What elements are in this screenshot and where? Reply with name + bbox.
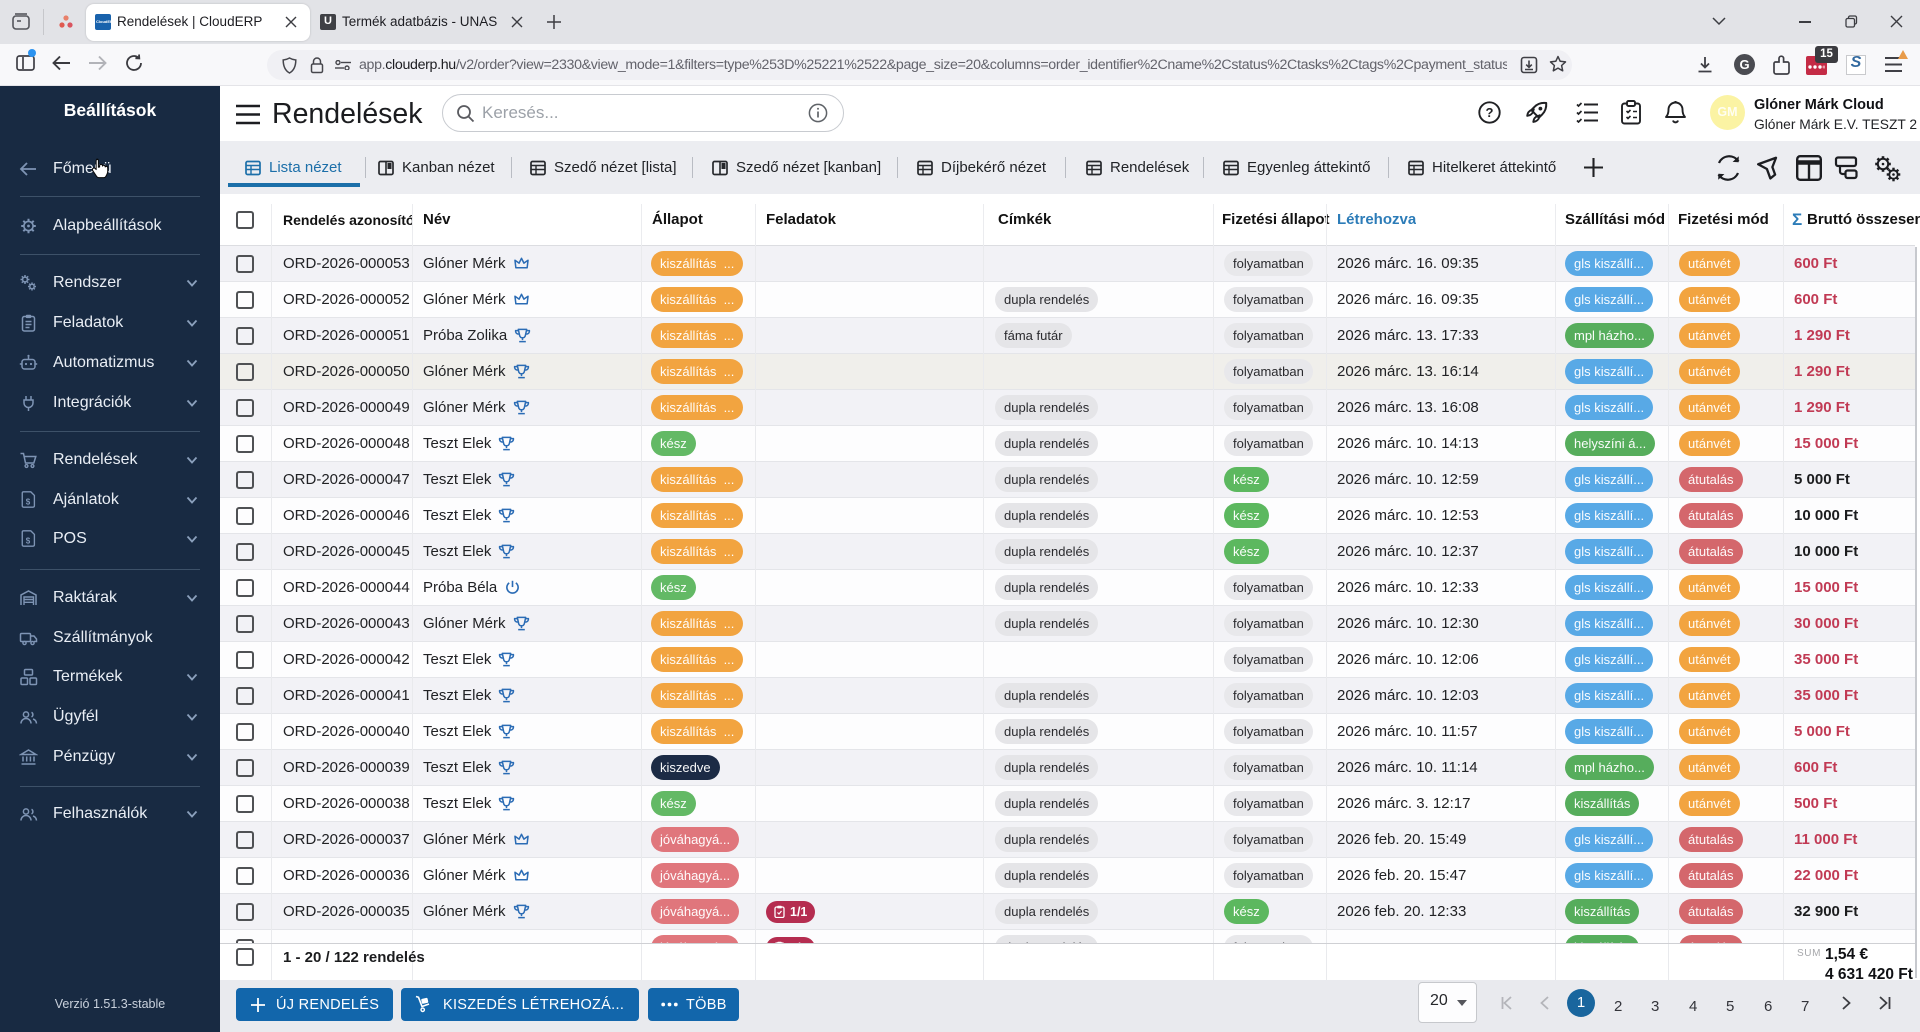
svg-text:$: $ [26,537,31,546]
svg-text:$: $ [26,498,31,507]
svg-text:?: ? [1486,105,1494,120]
